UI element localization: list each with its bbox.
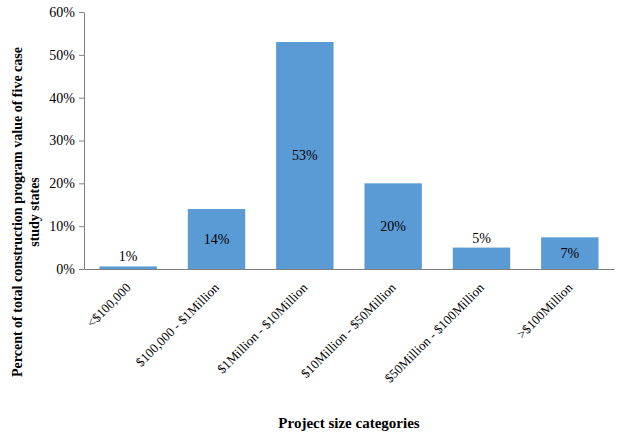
bar <box>99 266 156 269</box>
data-label: 1% <box>119 249 138 264</box>
tick: $100,000 - $1Million <box>133 269 223 369</box>
x-axis: <$100,000$100,000 - $1Million$1Million -… <box>83 269 614 386</box>
bar <box>541 237 598 269</box>
data-label: 20% <box>380 219 406 234</box>
tick-label: $1Million - $10Million <box>214 280 311 377</box>
tick: $10Million - $50Million <box>298 269 399 381</box>
tick-label: 0% <box>56 262 75 277</box>
tick: $50Million - $100Million <box>381 269 487 386</box>
tick-label: 50% <box>49 48 75 63</box>
tick-mark <box>79 55 84 56</box>
y-axis: 0% 10% 20% 30% 40% 50% 60% <box>49 5 84 277</box>
data-label: 53% <box>292 148 318 163</box>
tick-label: 40% <box>49 91 75 106</box>
tick-label: $100,000 - $1Million <box>133 280 223 370</box>
tick-label: 20% <box>49 176 75 191</box>
tick: 50% <box>49 48 84 63</box>
bar <box>276 42 333 269</box>
tick-mark <box>79 269 84 270</box>
tick-mark <box>79 226 84 227</box>
bars <box>99 42 598 269</box>
data-label: 5% <box>472 231 491 246</box>
tick-label: $10Million - $50Million <box>298 280 399 381</box>
chart: 0% 10% 20% 30% 40% 50% 60% <$100,000$100,000 - … <box>0 0 624 436</box>
tick-label: 60% <box>49 5 75 20</box>
tick-mark <box>79 183 84 184</box>
tick-mark <box>79 98 84 99</box>
tick: 10% <box>49 219 84 234</box>
tick: >$100Million <box>514 269 576 342</box>
y-axis-title-line: Percent of total construction program va… <box>10 47 25 377</box>
tick: 0% <box>56 262 84 277</box>
tick: 60% <box>49 5 84 20</box>
bar <box>453 248 510 269</box>
tick: <$100,000 <box>83 269 133 330</box>
axis-line <box>85 269 615 270</box>
tick-mark <box>79 12 84 13</box>
tick: 40% <box>49 91 84 106</box>
tick-label: <$100,000 <box>83 280 133 330</box>
axis-line <box>84 13 85 270</box>
y-axis-title: Percent of total construction program va… <box>10 47 42 377</box>
tick: 20% <box>49 176 84 191</box>
y-axis-title-line: study states <box>27 177 42 247</box>
tick-label: 10% <box>49 219 75 234</box>
tick-label: $50Million - $100Million <box>381 280 487 386</box>
data-label: 7% <box>560 246 579 261</box>
plot: 0% 10% 20% 30% 40% 50% 60% <$100,000$100,000 - … <box>49 5 614 386</box>
tick-mark <box>79 141 84 142</box>
data-labels: 1% 14% 53% 20% 5% 7% <box>119 148 580 264</box>
tick-label: 30% <box>49 133 75 148</box>
x-axis-title: Project size categories <box>278 415 419 431</box>
bar <box>188 209 245 269</box>
tick-label: >$100Million <box>514 280 576 342</box>
bar <box>364 183 421 269</box>
tick: $1Million - $10Million <box>214 269 311 376</box>
data-label: 14% <box>204 232 230 247</box>
tick: 30% <box>49 133 84 148</box>
